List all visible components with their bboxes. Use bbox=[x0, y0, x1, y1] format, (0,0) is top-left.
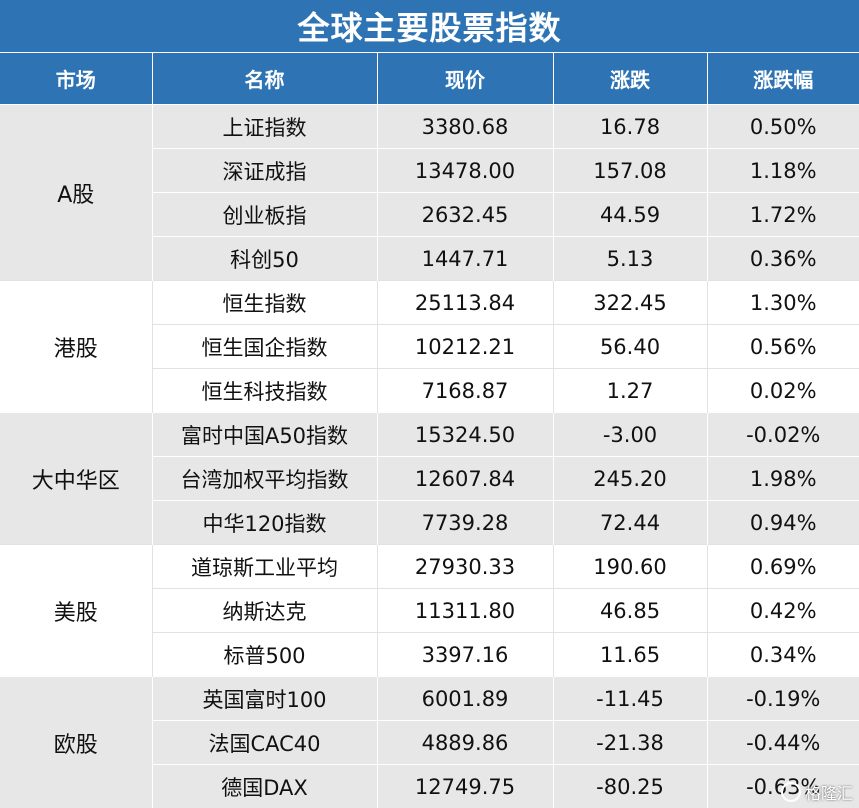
col-header-name: 名称 bbox=[151, 52, 377, 105]
change-cell: -80.25 bbox=[552, 764, 707, 808]
watermark-logo-icon bbox=[780, 782, 801, 802]
price-cell: 6001.89 bbox=[376, 676, 553, 721]
pct-cell: 1.18% bbox=[706, 148, 859, 193]
table-row: 恒生科技指数 7168.87 1.27 0.02% bbox=[0, 368, 859, 413]
pct-cell: 0.42% bbox=[706, 588, 859, 633]
change-cell: 56.40 bbox=[552, 324, 707, 369]
header-row: 市场 名称 现价 涨跌 涨跌幅 bbox=[0, 52, 859, 105]
name-cell: 恒生国企指数 bbox=[151, 324, 377, 369]
change-cell: 157.08 bbox=[552, 148, 707, 193]
price-cell: 7168.87 bbox=[376, 368, 553, 413]
name-cell: 上证指数 bbox=[151, 104, 377, 149]
name-cell: 纳斯达克 bbox=[151, 588, 377, 633]
table-row: 科创50 1447.71 5.13 0.36% bbox=[0, 236, 859, 281]
col-header-change: 涨跌 bbox=[552, 52, 707, 105]
price-cell: 1447.71 bbox=[376, 236, 553, 281]
pct-cell: 0.02% bbox=[706, 368, 859, 413]
name-cell: 创业板指 bbox=[151, 192, 377, 237]
table-row: 法国CAC40 4889.86 -21.38 -0.44% bbox=[0, 720, 859, 765]
pct-cell: 0.56% bbox=[706, 324, 859, 369]
change-cell: 16.78 bbox=[552, 104, 707, 149]
table-row: 大中华区 富时中国A50指数 15324.50 -3.00 -0.02% bbox=[0, 412, 859, 545]
pct-cell: -0.02% bbox=[706, 412, 859, 457]
table-row: 中华120指数 7739.28 72.44 0.94% bbox=[0, 500, 859, 545]
price-cell: 27930.33 bbox=[376, 544, 553, 589]
price-cell: 3380.68 bbox=[376, 104, 553, 149]
change-cell: -11.45 bbox=[552, 676, 707, 721]
change-cell: -3.00 bbox=[552, 412, 707, 457]
change-cell: 322.45 bbox=[552, 280, 707, 325]
table-row: 港股 恒生指数 25113.84 322.45 1.30% bbox=[0, 280, 859, 413]
market-cell: 美股 bbox=[0, 544, 152, 677]
market-cell: A股 bbox=[0, 104, 152, 281]
price-cell: 10212.21 bbox=[376, 324, 553, 369]
pct-cell: 1.98% bbox=[706, 456, 859, 501]
name-cell: 恒生指数 bbox=[151, 280, 377, 325]
price-cell: 7739.28 bbox=[376, 500, 553, 545]
name-cell: 法国CAC40 bbox=[151, 720, 377, 765]
market-cell: 欧股 bbox=[0, 676, 152, 808]
price-cell: 13478.00 bbox=[376, 148, 553, 193]
change-cell: -21.38 bbox=[552, 720, 707, 765]
name-cell: 恒生科技指数 bbox=[151, 368, 377, 413]
change-cell: 72.44 bbox=[552, 500, 707, 545]
table-title: 全球主要股票指数 bbox=[0, 0, 859, 52]
pct-cell: -0.19% bbox=[706, 676, 859, 721]
pct-cell: 0.34% bbox=[706, 632, 859, 677]
price-cell: 12749.75 bbox=[376, 764, 553, 808]
pct-cell: 0.94% bbox=[706, 500, 859, 545]
name-cell: 标普500 bbox=[151, 632, 377, 677]
price-cell: 2632.45 bbox=[376, 192, 553, 237]
pct-cell: 0.36% bbox=[706, 236, 859, 281]
pct-cell: -0.44% bbox=[706, 720, 859, 765]
pct-cell: 1.72% bbox=[706, 192, 859, 237]
price-cell: 4889.86 bbox=[376, 720, 553, 765]
table-row: 纳斯达克 11311.80 46.85 0.42% bbox=[0, 588, 859, 633]
price-cell: 11311.80 bbox=[376, 588, 553, 633]
col-header-market: 市场 bbox=[0, 52, 152, 105]
watermark-text: 格隆汇 bbox=[804, 784, 853, 803]
name-cell: 科创50 bbox=[151, 236, 377, 281]
col-header-pct: 涨跌幅 bbox=[706, 52, 859, 105]
name-cell: 台湾加权平均指数 bbox=[151, 456, 377, 501]
change-cell: 1.27 bbox=[552, 368, 707, 413]
change-cell: 190.60 bbox=[552, 544, 707, 589]
change-cell: 11.65 bbox=[552, 632, 707, 677]
table-row: 恒生国企指数 10212.21 56.40 0.56% bbox=[0, 324, 859, 369]
name-cell: 德国DAX bbox=[151, 764, 377, 808]
table-row: 标普500 3397.16 11.65 0.34% bbox=[0, 632, 859, 677]
table-row: 欧股 英国富时100 6001.89 -11.45 -0.19% bbox=[0, 676, 859, 808]
change-cell: 5.13 bbox=[552, 236, 707, 281]
pct-cell: 0.69% bbox=[706, 544, 859, 589]
change-cell: 245.20 bbox=[552, 456, 707, 501]
pct-cell: -0.63% bbox=[706, 764, 859, 808]
table-body: A股 上证指数 3380.68 16.78 0.50% 深证成指 13478.00 157.0… bbox=[0, 104, 859, 808]
name-cell: 中华120指数 bbox=[151, 500, 377, 545]
table-row: A股 上证指数 3380.68 16.78 0.50% bbox=[0, 104, 859, 281]
name-cell: 英国富时100 bbox=[151, 676, 377, 721]
price-cell: 25113.84 bbox=[376, 280, 553, 325]
market-cell: 大中华区 bbox=[0, 412, 152, 545]
change-cell: 46.85 bbox=[552, 588, 707, 633]
index-table: 市场 名称 现价 涨跌 涨跌幅 A股 上证指数 3380.68 16.78 0.50% 深… bbox=[0, 52, 859, 808]
name-cell: 富时中国A50指数 bbox=[151, 412, 377, 457]
watermark: 格隆汇 bbox=[780, 780, 853, 804]
name-cell: 深证成指 bbox=[151, 148, 377, 193]
table-row: 美股 道琼斯工业平均 27930.33 190.60 0.69% bbox=[0, 544, 859, 677]
market-cell: 港股 bbox=[0, 280, 152, 413]
col-header-price: 现价 bbox=[376, 52, 553, 105]
change-cell: 44.59 bbox=[552, 192, 707, 237]
price-cell: 12607.84 bbox=[376, 456, 553, 501]
price-cell: 15324.50 bbox=[376, 412, 553, 457]
price-cell: 3397.16 bbox=[376, 632, 553, 677]
table-row: 深证成指 13478.00 157.08 1.18% bbox=[0, 148, 859, 193]
table-row: 德国DAX 12749.75 -80.25 -0.63% bbox=[0, 764, 859, 808]
table-row: 创业板指 2632.45 44.59 1.72% bbox=[0, 192, 859, 237]
pct-cell: 0.50% bbox=[706, 104, 859, 149]
name-cell: 道琼斯工业平均 bbox=[151, 544, 377, 589]
pct-cell: 1.30% bbox=[706, 280, 859, 325]
table-row: 台湾加权平均指数 12607.84 245.20 1.98% bbox=[0, 456, 859, 501]
